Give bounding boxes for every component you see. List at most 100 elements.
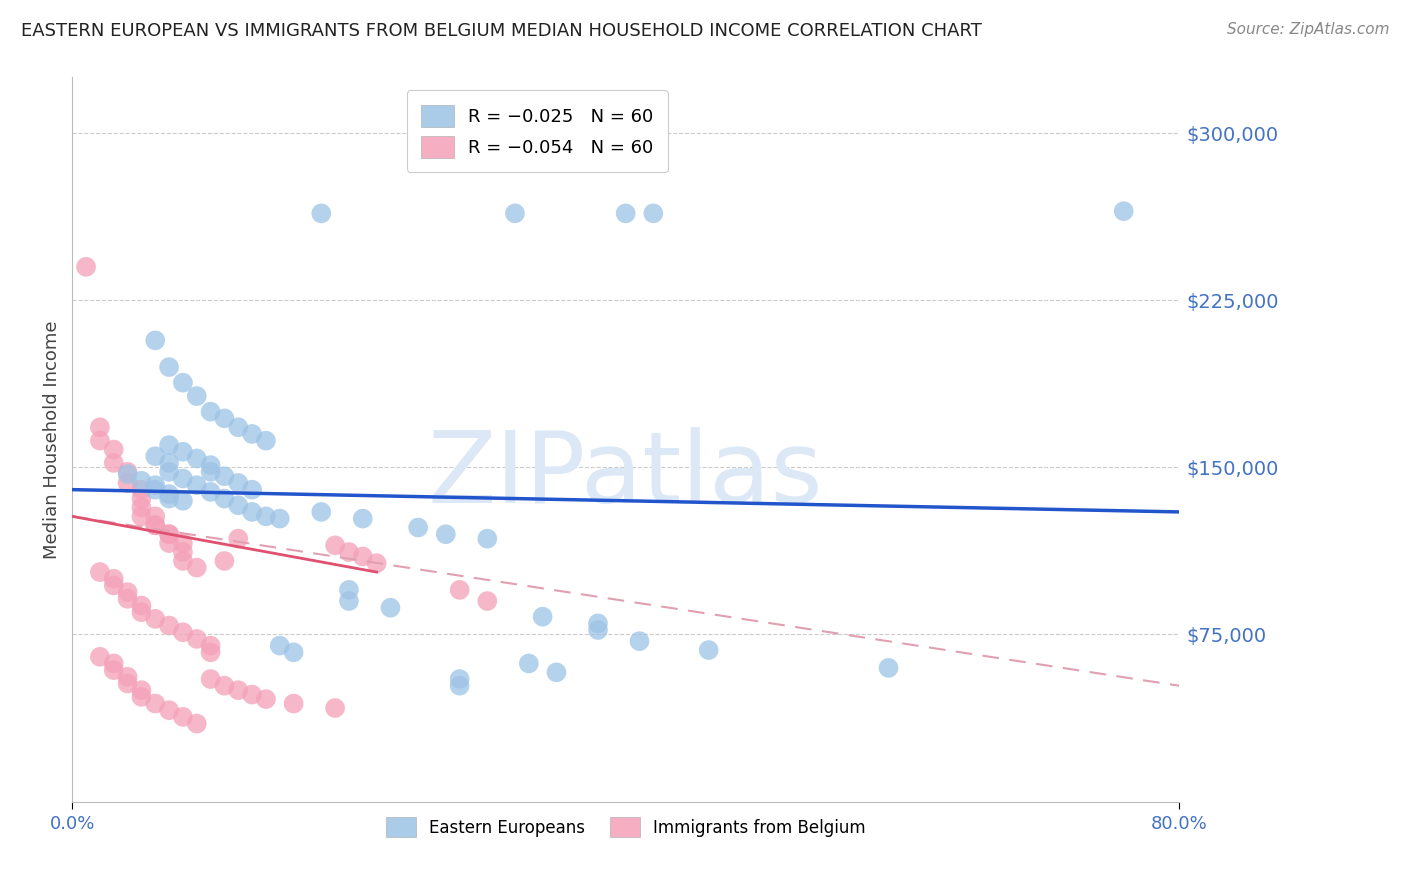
Point <box>546 665 568 680</box>
Point <box>643 206 665 220</box>
Point <box>877 661 900 675</box>
Point <box>172 493 194 508</box>
Point <box>143 697 166 711</box>
Point <box>157 527 180 541</box>
Point <box>117 467 139 481</box>
Point <box>614 206 637 220</box>
Point <box>157 618 180 632</box>
Point <box>586 623 609 637</box>
Point <box>214 554 236 568</box>
Point <box>380 600 402 615</box>
Point <box>200 404 222 418</box>
Point <box>103 578 125 592</box>
Point <box>186 632 208 646</box>
Point <box>143 478 166 492</box>
Point <box>172 471 194 485</box>
Point <box>143 612 166 626</box>
Point <box>226 475 249 490</box>
Point <box>366 556 388 570</box>
Point <box>200 458 222 472</box>
Point <box>143 334 166 348</box>
Point <box>240 505 263 519</box>
Point <box>449 672 471 686</box>
Point <box>172 545 194 559</box>
Point <box>157 487 180 501</box>
Point <box>186 451 208 466</box>
Point <box>75 260 97 274</box>
Point <box>103 456 125 470</box>
Point <box>117 670 139 684</box>
Point <box>157 465 180 479</box>
Point <box>131 683 153 698</box>
Point <box>214 679 236 693</box>
Point <box>323 538 346 552</box>
Point <box>172 625 194 640</box>
Point <box>117 591 139 606</box>
Point <box>337 594 360 608</box>
Point <box>131 690 153 704</box>
Point <box>352 549 374 564</box>
Point <box>89 434 111 448</box>
Point <box>200 645 222 659</box>
Point <box>434 527 457 541</box>
Point <box>117 465 139 479</box>
Point <box>117 676 139 690</box>
Point <box>157 536 180 550</box>
Point <box>117 475 139 490</box>
Point <box>186 478 208 492</box>
Point <box>240 688 263 702</box>
Point <box>131 605 153 619</box>
Point <box>186 560 208 574</box>
Point <box>131 483 153 497</box>
Text: EASTERN EUROPEAN VS IMMIGRANTS FROM BELGIUM MEDIAN HOUSEHOLD INCOME CORRELATION : EASTERN EUROPEAN VS IMMIGRANTS FROM BELG… <box>21 22 981 40</box>
Text: Source: ZipAtlas.com: Source: ZipAtlas.com <box>1226 22 1389 37</box>
Point <box>226 532 249 546</box>
Point <box>157 360 180 375</box>
Point <box>103 657 125 671</box>
Point <box>240 426 263 441</box>
Point <box>311 505 333 519</box>
Point <box>157 703 180 717</box>
Point <box>269 511 291 525</box>
Point <box>226 420 249 434</box>
Point <box>586 616 609 631</box>
Point <box>186 716 208 731</box>
Point <box>103 442 125 457</box>
Point <box>143 518 166 533</box>
Point <box>131 599 153 613</box>
Point <box>186 389 208 403</box>
Point <box>131 509 153 524</box>
Point <box>503 206 526 220</box>
Point <box>311 206 333 220</box>
Point <box>143 483 166 497</box>
Point <box>352 511 374 525</box>
Point <box>214 469 236 483</box>
Point <box>1112 204 1135 219</box>
Point <box>200 465 222 479</box>
Point <box>254 692 277 706</box>
Point <box>103 572 125 586</box>
Point <box>157 491 180 506</box>
Y-axis label: Median Household Income: Median Household Income <box>44 320 60 558</box>
Point <box>449 582 471 597</box>
Point <box>449 679 471 693</box>
Point <box>628 634 651 648</box>
Point <box>143 518 166 533</box>
Point <box>157 456 180 470</box>
Point <box>157 527 180 541</box>
Point <box>89 565 111 579</box>
Point <box>89 420 111 434</box>
Point <box>172 376 194 390</box>
Point <box>477 594 499 608</box>
Point <box>89 649 111 664</box>
Point <box>131 491 153 506</box>
Point <box>406 520 429 534</box>
Point <box>226 683 249 698</box>
Point <box>517 657 540 671</box>
Point <box>172 554 194 568</box>
Point <box>240 483 263 497</box>
Text: ZIPatlas: ZIPatlas <box>427 427 824 524</box>
Point <box>143 449 166 463</box>
Point <box>200 672 222 686</box>
Point <box>157 438 180 452</box>
